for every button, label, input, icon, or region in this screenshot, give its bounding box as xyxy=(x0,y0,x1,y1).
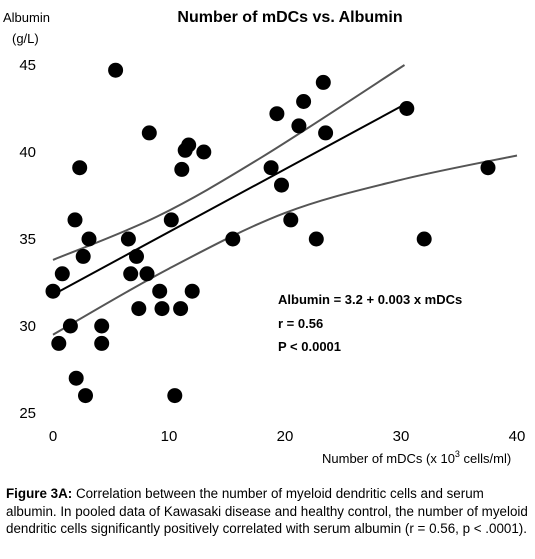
y-tick-label: 30 xyxy=(19,318,36,335)
data-point xyxy=(196,144,212,160)
data-point xyxy=(274,177,289,193)
data-point xyxy=(269,106,285,122)
x-tick-label: 10 xyxy=(161,428,178,445)
data-point xyxy=(283,212,299,228)
data-point xyxy=(416,231,432,247)
data-point xyxy=(152,283,168,299)
data-point xyxy=(296,94,312,109)
data-point xyxy=(72,160,88,176)
data-point xyxy=(139,266,155,282)
data-point xyxy=(75,248,91,264)
data-point xyxy=(318,125,334,141)
x-tick-label: 30 xyxy=(393,428,410,445)
data-point xyxy=(62,318,78,334)
confidence-band-upper xyxy=(52,64,406,261)
data-point xyxy=(174,161,190,177)
data-point xyxy=(308,231,324,247)
data-point xyxy=(184,283,200,299)
p-value: P < 0.0001 xyxy=(278,339,341,354)
data-point xyxy=(67,212,83,228)
figure-label: Figure 3A: xyxy=(6,486,73,501)
y-axis-label-line2: (g/L) xyxy=(12,31,39,46)
data-point xyxy=(45,283,61,299)
regression-line xyxy=(52,102,408,296)
data-point xyxy=(131,301,147,317)
data-point xyxy=(68,370,84,386)
data-point xyxy=(163,212,179,228)
data-point xyxy=(94,335,110,351)
data-point xyxy=(181,137,197,153)
data-point xyxy=(108,62,124,78)
data-point xyxy=(123,266,139,282)
data-point xyxy=(291,118,307,134)
data-point xyxy=(54,266,70,282)
data-point xyxy=(154,301,170,317)
data-point xyxy=(141,125,157,141)
data-point xyxy=(81,231,97,247)
confidence-band-lower xyxy=(52,154,518,336)
data-point xyxy=(51,335,67,351)
regression-equation: Albumin = 3.2 + 0.003 x mDCs xyxy=(278,292,462,307)
y-tick-label: 40 xyxy=(19,144,36,161)
data-point xyxy=(263,160,279,176)
data-point xyxy=(129,248,144,264)
data-point xyxy=(78,388,93,404)
data-point xyxy=(167,388,183,404)
figure-caption-text: Correlation between the number of myeloi… xyxy=(6,486,528,536)
y-tick-label: 35 xyxy=(19,231,36,248)
chart-title: Number of mDCs vs. Albumin xyxy=(177,9,402,26)
data-point xyxy=(480,160,496,176)
x-tick-label: 20 xyxy=(277,428,294,445)
data-point xyxy=(399,101,415,116)
x-tick-label: 0 xyxy=(49,428,57,445)
x-tick-label: 40 xyxy=(509,428,526,445)
data-point xyxy=(94,318,110,334)
x-axis-label: Number of mDCs (x 103 cells/ml) xyxy=(322,449,511,466)
scatter-chart: Number of mDCs vs. Albumin Albumin (g/L)… xyxy=(3,9,526,466)
y-tick-label: 45 xyxy=(19,57,36,74)
y-axis-label-line1: Albumin xyxy=(3,10,50,25)
correlation-r: r = 0.56 xyxy=(278,316,323,331)
data-point xyxy=(173,301,189,317)
data-point xyxy=(120,231,136,247)
figure-caption: Figure 3A: Correlation between the numbe… xyxy=(6,485,530,538)
data-point xyxy=(225,231,241,247)
data-point xyxy=(315,74,331,90)
y-tick-label: 25 xyxy=(19,405,36,422)
